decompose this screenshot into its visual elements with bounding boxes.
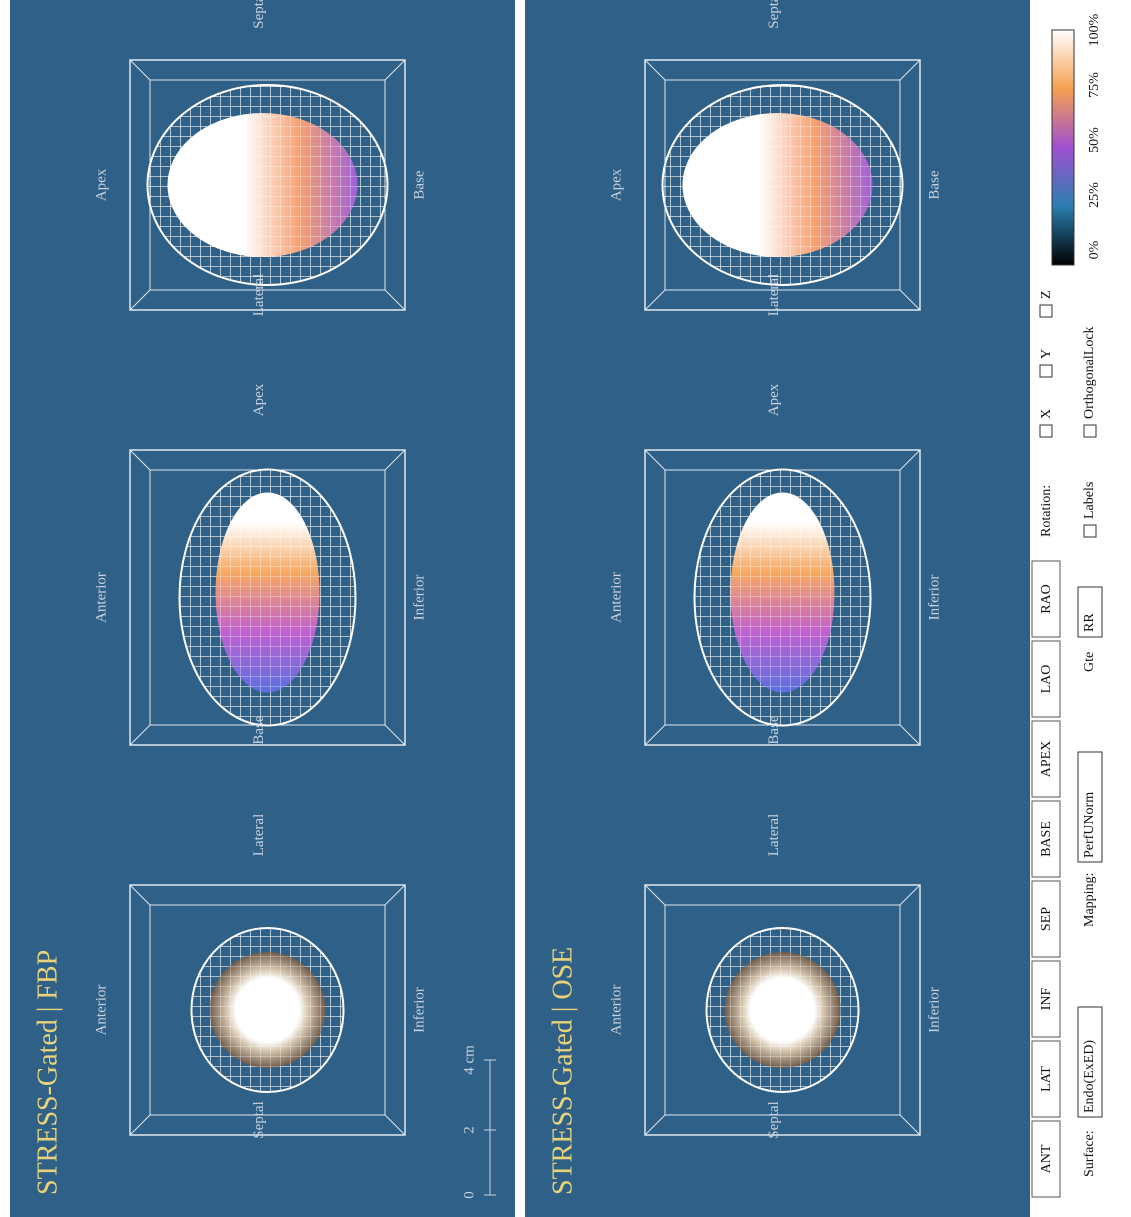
orientation-label: Apex	[93, 168, 109, 201]
gate-value[interactable]: RR	[1082, 613, 1097, 632]
axis-label: X	[1039, 409, 1054, 419]
axis-label: Y	[1039, 349, 1054, 359]
mapping-value[interactable]: PerfUNorm	[1082, 792, 1097, 858]
orientation-label: Anterior	[608, 985, 624, 1036]
orientation-label: Base	[251, 715, 267, 745]
scale-label: 4 cm	[461, 1045, 477, 1075]
orientation-label: Inferior	[411, 575, 427, 621]
axis-checkbox[interactable]	[1040, 305, 1052, 317]
mesh-overlay	[168, 113, 358, 257]
orientation-label: Septal	[766, 0, 782, 29]
labels-checkbox[interactable]	[1084, 525, 1096, 537]
surface-value[interactable]: Endo(ExED)	[1082, 1040, 1097, 1113]
panel-title: STRESS-Gated | OSE	[547, 947, 578, 1195]
rotation-label: Rotation:	[1039, 485, 1054, 537]
mesh-overlay	[725, 952, 841, 1068]
scale-label: 0	[461, 1191, 477, 1199]
orientation-label: Base	[766, 715, 782, 745]
lock-checkbox[interactable]	[1084, 425, 1096, 437]
tab-label[interactable]: RAO	[1039, 584, 1054, 614]
surface-label: Surface:	[1082, 1130, 1097, 1177]
colorbar-label: 25%	[1087, 182, 1102, 208]
orientation-label: Septal	[766, 1101, 782, 1139]
orientation-label: Base	[926, 170, 942, 200]
tab-label[interactable]: SEP	[1039, 907, 1054, 931]
orientation-label: Anterior	[93, 572, 109, 623]
tab-label[interactable]: LAO	[1039, 665, 1054, 694]
mesh-overlay	[731, 493, 835, 693]
orientation-label: Lateral	[766, 814, 782, 856]
screen: STRESS-Gated | FBP Anterior Inferior Septal…	[0, 0, 1131, 1217]
orientation-label: Lateral	[251, 814, 267, 856]
mesh-overlay	[683, 113, 873, 257]
axis-checkbox[interactable]	[1040, 365, 1052, 377]
orientation-label: Base	[411, 170, 427, 200]
viewer: STRESS-Gated | FBP Anterior Inferior Septal…	[0, 0, 1131, 1217]
tab-label[interactable]: APEX	[1039, 741, 1054, 778]
orientation-label: Septal	[251, 1101, 267, 1139]
axis-checkbox[interactable]	[1040, 425, 1052, 437]
orientation-label: Anterior	[608, 572, 624, 623]
colorbar-label: 50%	[1087, 127, 1102, 153]
orientation-label: Apex	[608, 168, 624, 201]
tab-label[interactable]: BASE	[1039, 821, 1054, 857]
gate-label: Gte	[1082, 652, 1097, 672]
colorbar-label: 100%	[1087, 13, 1102, 46]
orientation-label: Lateral	[251, 274, 267, 316]
orientation-label: Inferior	[926, 987, 942, 1033]
tab-label[interactable]: INF	[1039, 988, 1054, 1011]
mesh-overlay	[216, 493, 320, 693]
labels-option: Labels	[1082, 482, 1097, 519]
colorbar-label: 0%	[1087, 240, 1102, 259]
orientation-label: Lateral	[766, 274, 782, 316]
tab-label[interactable]: LAT	[1039, 1066, 1054, 1092]
lock-option: OrthogonalLock	[1082, 326, 1097, 419]
axis-label: Z	[1039, 290, 1054, 299]
scale-label: 2	[461, 1126, 477, 1134]
orientation-label: Inferior	[411, 987, 427, 1033]
orientation-label: Anterior	[93, 985, 109, 1036]
orientation-label: Apex	[251, 383, 267, 416]
colorbar	[1052, 30, 1074, 265]
tab-label[interactable]: ANT	[1039, 1144, 1054, 1173]
mapping-label: Mapping:	[1082, 873, 1097, 927]
panel-title: STRESS-Gated | FBP	[32, 950, 63, 1195]
orientation-label: Inferior	[926, 575, 942, 621]
orientation-label: Apex	[766, 383, 782, 416]
mesh-overlay	[210, 952, 326, 1068]
orientation-label: Septal	[251, 0, 267, 29]
colorbar-label: 75%	[1087, 72, 1102, 98]
